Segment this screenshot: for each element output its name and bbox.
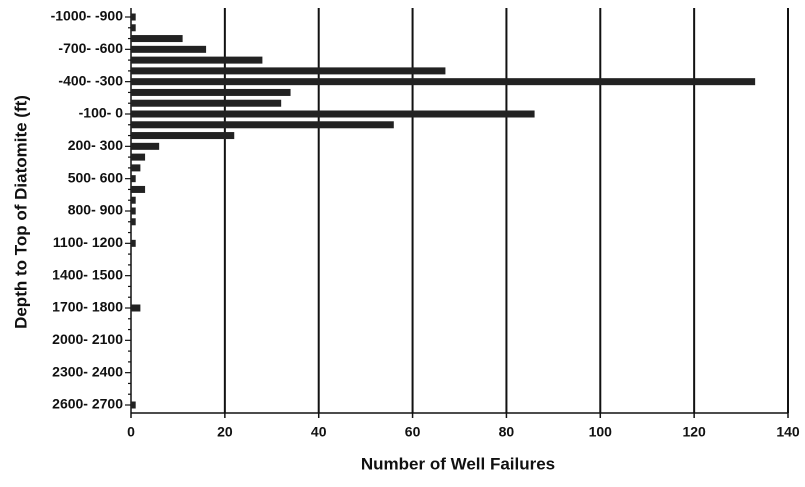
y-axis-title: Depth to Top of Diatomite (ft): [11, 95, 30, 329]
x-tick-label: 0: [127, 424, 135, 440]
bar: [131, 99, 282, 107]
y-tick-label: -1000- -900: [51, 8, 124, 24]
bar: [131, 88, 291, 96]
y-tick-label: 200- 300: [68, 137, 123, 153]
bar: [131, 24, 136, 32]
bar: [131, 304, 141, 312]
bar: [131, 56, 263, 64]
bar: [131, 132, 235, 140]
y-tick-label: 2600- 2700: [52, 396, 123, 412]
y-tick-label: 800- 900: [68, 202, 123, 218]
bar: [131, 121, 394, 129]
bar: [131, 239, 136, 247]
y-tick-label: 2000- 2100: [52, 331, 123, 347]
bar: [131, 142, 160, 150]
bar: [131, 45, 207, 53]
bar: [131, 78, 756, 86]
bar: [131, 207, 136, 215]
bar: [131, 35, 183, 43]
y-tick-label: 1400- 1500: [52, 266, 123, 282]
y-tick-label: 1100- 1200: [53, 234, 123, 250]
bar: [131, 185, 146, 193]
y-tick-label: 2300- 2400: [52, 363, 123, 379]
bar: [131, 401, 136, 409]
x-tick-label: 60: [405, 424, 421, 440]
bar: [131, 153, 146, 161]
x-axis-title: Number of Well Failures: [361, 454, 555, 473]
bar: [131, 67, 446, 75]
x-tick-label: 140: [776, 424, 800, 440]
x-tick-label: 20: [217, 424, 233, 440]
x-tick-label: 80: [499, 424, 515, 440]
x-tick-label: 120: [682, 424, 706, 440]
y-tick-label: -700- -600: [58, 40, 123, 56]
y-tick-label: -100- 0: [79, 105, 124, 121]
y-tick-label: 1700- 1800: [52, 299, 123, 315]
bar: [131, 218, 136, 226]
x-tick-label: 100: [589, 424, 613, 440]
y-tick-label: 500- 600: [68, 169, 123, 185]
x-tick-label: 40: [311, 424, 327, 440]
bar: [131, 175, 136, 183]
bar: [131, 196, 136, 204]
bar: [131, 164, 141, 172]
y-tick-label: -400- -300: [58, 72, 123, 88]
bar: [131, 13, 136, 21]
bar: [131, 110, 535, 118]
